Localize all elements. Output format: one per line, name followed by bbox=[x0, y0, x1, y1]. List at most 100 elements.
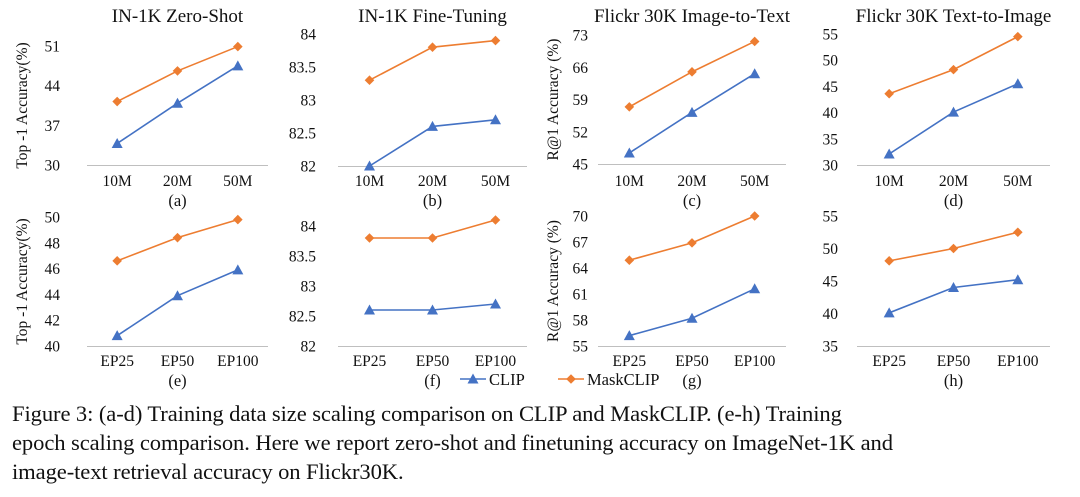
data-point-maskclip bbox=[687, 67, 697, 77]
y-tick-label: 82.5 bbox=[289, 126, 316, 143]
x-tick-label: 50M bbox=[481, 173, 511, 190]
y-tick-label: 44 bbox=[45, 78, 61, 95]
data-point-clip bbox=[686, 312, 698, 323]
x-tick-label: EP25 bbox=[872, 353, 906, 370]
data-point-clip bbox=[749, 68, 761, 79]
y-tick-label: 51 bbox=[45, 39, 61, 56]
y-tick-label: 82.5 bbox=[289, 309, 316, 326]
caption-line: image-text retrieval accuracy on Flickr3… bbox=[12, 459, 404, 484]
series-line-clip bbox=[116, 269, 239, 337]
y-axis-label: R@1 Accuracy (%) bbox=[545, 39, 562, 161]
y-tick-label: 48 bbox=[45, 235, 61, 252]
x-tick-label: EP50 bbox=[161, 353, 195, 370]
x-tick-label: EP50 bbox=[675, 353, 709, 370]
y-tick-label: 83.5 bbox=[289, 249, 316, 266]
x-tick-label: 20M bbox=[418, 173, 448, 190]
data-point-clip bbox=[232, 264, 244, 275]
y-tick-label: 40 bbox=[45, 339, 61, 356]
panel-label: (f) bbox=[424, 371, 440, 390]
y-tick-label: 44 bbox=[45, 287, 61, 304]
data-point-clip bbox=[172, 97, 183, 108]
y-tick-label: 35 bbox=[823, 131, 839, 148]
y-tick-label: 55 bbox=[573, 339, 589, 356]
charts-svg: IN-1K Zero-Shot Top -1 Accuracy(%) 30 37 44 5… bbox=[14, 6, 1052, 390]
x-tick-label: 20M bbox=[939, 173, 969, 190]
x-tick-label: 50M bbox=[740, 173, 770, 190]
y-axis-label: Top -1 Accuracy(%) bbox=[14, 218, 31, 344]
x-tick-label: EP25 bbox=[353, 353, 387, 370]
figure: IN-1K Zero-Shot Top -1 Accuracy(%) 30 37 44 5… bbox=[14, 6, 1052, 390]
data-point-clip bbox=[172, 290, 183, 301]
data-point-maskclip bbox=[749, 36, 760, 47]
data-point-clip bbox=[111, 137, 123, 148]
data-point-maskclip bbox=[427, 233, 438, 243]
x-tick-label: 10M bbox=[355, 173, 385, 190]
y-tick-label: 40 bbox=[823, 306, 839, 323]
data-point-maskclip bbox=[948, 64, 959, 75]
y-tick-label: 30 bbox=[823, 158, 839, 175]
x-tick-label: 20M bbox=[677, 173, 707, 190]
chart-title: Flickr 30K Text-to-Image bbox=[856, 6, 1052, 27]
data-point-clip bbox=[883, 307, 895, 318]
data-point-maskclip bbox=[624, 255, 635, 265]
data-point-maskclip bbox=[112, 96, 122, 107]
x-tick-label: 50M bbox=[223, 173, 253, 190]
y-tick-label: 82 bbox=[301, 159, 317, 176]
series-line-clip bbox=[629, 288, 756, 337]
data-point-maskclip bbox=[364, 233, 375, 243]
y-tick-label: 52 bbox=[573, 124, 589, 141]
panel-label: (h) bbox=[944, 371, 963, 390]
legend-label-maskclip: MaskCLIP bbox=[587, 370, 659, 389]
data-point-maskclip bbox=[1013, 227, 1023, 238]
data-point-maskclip bbox=[364, 75, 375, 85]
legend-marker-maskclip bbox=[566, 374, 576, 384]
y-tick-label: 84 bbox=[301, 27, 317, 44]
data-point-clip bbox=[490, 298, 501, 309]
data-point-clip bbox=[948, 106, 959, 117]
x-tick-label: 10M bbox=[615, 173, 645, 190]
chart-title: IN-1K Fine-Tuning bbox=[358, 6, 507, 27]
data-point-maskclip bbox=[749, 211, 760, 221]
data-point-clip bbox=[364, 160, 375, 171]
x-tick-label: EP50 bbox=[416, 353, 450, 370]
data-point-maskclip bbox=[884, 88, 894, 99]
caption-line: Figure 3: (a-d) Training data size scali… bbox=[12, 401, 842, 426]
y-tick-label: 83 bbox=[301, 93, 317, 110]
legend-marker-clip bbox=[467, 373, 479, 384]
data-point-maskclip bbox=[233, 214, 243, 225]
x-tick-label: 50M bbox=[1003, 173, 1033, 190]
panel-label: (b) bbox=[423, 191, 442, 210]
data-point-maskclip bbox=[233, 41, 243, 52]
data-point-maskclip bbox=[948, 243, 959, 254]
panel-label: (e) bbox=[168, 371, 186, 390]
y-tick-label: 64 bbox=[573, 261, 589, 278]
data-point-maskclip bbox=[624, 102, 635, 112]
y-tick-label: 58 bbox=[573, 313, 589, 330]
data-point-clip bbox=[1012, 274, 1024, 285]
figure-caption: Figure 3: (a-d) Training data size scali… bbox=[12, 399, 1070, 486]
data-point-maskclip bbox=[172, 66, 183, 76]
legend-label-clip: CLIP bbox=[489, 370, 525, 389]
y-tick-label: 66 bbox=[573, 60, 589, 77]
y-tick-label: 59 bbox=[573, 92, 589, 109]
data-point-clip bbox=[111, 330, 123, 341]
panel-label: (d) bbox=[944, 191, 963, 210]
y-tick-label: 55 bbox=[823, 209, 839, 226]
data-point-clip bbox=[427, 304, 438, 315]
series-line-clip bbox=[888, 83, 1019, 155]
data-point-maskclip bbox=[687, 238, 697, 248]
y-tick-label: 82 bbox=[301, 339, 317, 356]
y-tick-label: 50 bbox=[45, 210, 61, 227]
data-point-maskclip bbox=[172, 232, 183, 243]
x-tick-label: EP100 bbox=[217, 353, 259, 370]
data-point-clip bbox=[623, 330, 635, 341]
data-point-maskclip bbox=[490, 35, 501, 46]
y-tick-label: 61 bbox=[573, 287, 589, 304]
y-tick-label: 45 bbox=[823, 274, 839, 291]
y-tick-label: 40 bbox=[823, 105, 839, 122]
panel-label: (g) bbox=[682, 371, 701, 390]
x-tick-label: EP25 bbox=[100, 353, 134, 370]
x-tick-label: EP25 bbox=[613, 353, 647, 370]
y-tick-label: 83.5 bbox=[289, 60, 316, 77]
data-point-clip bbox=[686, 106, 698, 117]
